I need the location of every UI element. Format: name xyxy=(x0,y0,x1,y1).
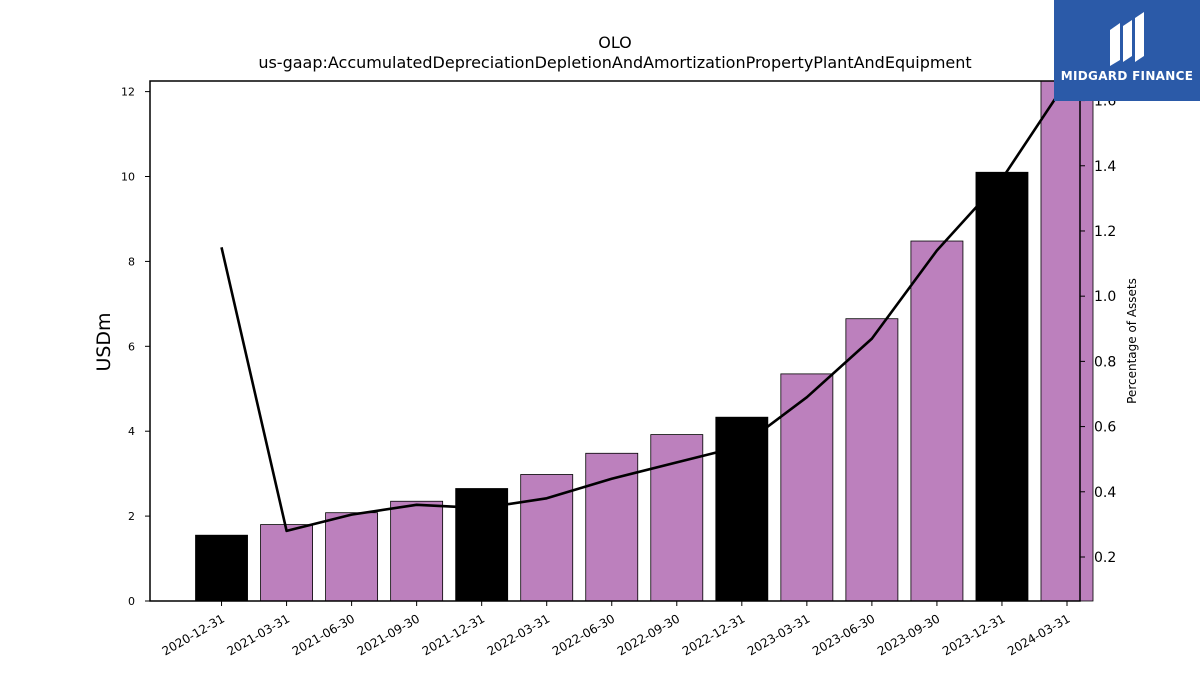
bar xyxy=(910,240,964,602)
y2-tick-label: 0.4 xyxy=(1094,485,1116,501)
bar xyxy=(780,373,834,602)
bar xyxy=(260,524,313,602)
bar-series xyxy=(195,80,1094,602)
x-tick-label: 2023-06-30 xyxy=(810,611,877,658)
y-tick-label: 6 xyxy=(128,340,135,353)
bar xyxy=(845,318,899,602)
bar xyxy=(195,534,248,602)
x-tick-label: 2022-06-30 xyxy=(550,611,617,658)
y2-tick-label: 1.4 xyxy=(1094,159,1116,175)
x-tick-label: 2021-12-31 xyxy=(420,611,487,658)
x-tick-label: 2022-09-30 xyxy=(615,611,682,658)
brand-name: MIDGARD FINANCE xyxy=(1060,69,1194,83)
y2-tick-label: 0.6 xyxy=(1094,420,1116,436)
bar xyxy=(390,500,444,602)
x-tick-label: 2023-03-31 xyxy=(745,611,812,658)
y-tick-label: 12 xyxy=(121,86,135,99)
y-tick-label: 10 xyxy=(121,171,135,184)
y-axis-label: USDm xyxy=(93,312,115,371)
x-tick-label: 2024-03-31 xyxy=(1005,611,1072,658)
y2-tick-label: 0.2 xyxy=(1094,550,1116,566)
y2-tick-label: 1.2 xyxy=(1094,224,1116,240)
percentage-line xyxy=(220,80,1069,533)
y-tick-label: 0 xyxy=(128,595,135,608)
y-tick-label: 2 xyxy=(128,510,135,523)
y2-tick-label: 0.8 xyxy=(1094,354,1116,370)
brand-logo-mark xyxy=(1110,12,1144,66)
x-tick-label: 2021-03-31 xyxy=(225,611,292,658)
brand-logo: MIDGARD FINANCE xyxy=(1054,0,1200,101)
y-tick-label: 4 xyxy=(128,425,135,438)
plot-frame xyxy=(149,80,1081,602)
x-tick-label: 2022-12-31 xyxy=(680,611,747,658)
bar xyxy=(520,474,574,602)
chart-subtitle: us-gaap:AccumulatedDepreciationDepletion… xyxy=(258,53,971,72)
x-tick-label: 2021-09-30 xyxy=(355,611,422,658)
bar xyxy=(975,171,1029,602)
bar xyxy=(715,416,769,602)
y-tick-label: 8 xyxy=(128,255,135,268)
y2-axis-label: Percentage of Assets xyxy=(1125,278,1139,404)
line-series xyxy=(220,80,1069,533)
bar xyxy=(650,434,704,602)
x-tick-label: 2022-03-31 xyxy=(485,611,552,658)
x-tick-label: 2020-12-31 xyxy=(160,611,227,658)
x-tick-label: 2023-12-31 xyxy=(940,611,1007,658)
chart-title: OLO xyxy=(598,33,632,52)
x-tick-label: 2021-06-30 xyxy=(290,611,357,658)
bar xyxy=(325,512,379,602)
y2-tick-label: 1.0 xyxy=(1094,289,1116,305)
x-tick-label: 2023-09-30 xyxy=(875,611,942,658)
bar xyxy=(1040,80,1094,602)
